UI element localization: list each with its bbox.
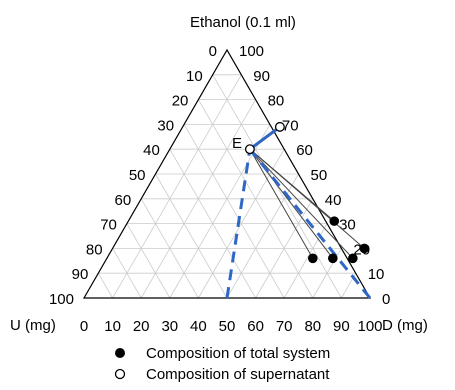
tick-left-0: 0 (209, 43, 217, 60)
data-lines (225, 125, 372, 299)
grid-line-u-50 (155, 173, 228, 299)
top-axis-title: Ethanol (0.1 ml) (190, 14, 296, 31)
tick-bottom-90: 90 (333, 318, 350, 335)
binodal-curve-dashed (225, 148, 252, 299)
total-system-point-2 (328, 253, 338, 264)
tick-left-70: 70 (100, 217, 117, 234)
grid-line-u-70 (126, 223, 171, 299)
legend-marker-supernatant (114, 368, 126, 380)
grid-lines (97, 74, 357, 299)
tick-left-10: 10 (186, 68, 203, 85)
tick-bottom-40: 40 (190, 318, 207, 335)
binodal-curve-solid (248, 125, 281, 151)
tick-right-0: 0 (382, 291, 390, 308)
tick-right-80: 80 (268, 93, 285, 110)
grid-line-u-80 (112, 248, 142, 299)
tick-right-100: 100 (239, 43, 264, 60)
tick-right-60: 60 (296, 142, 313, 159)
tick-bottom-80: 80 (304, 318, 321, 335)
tick-right-10: 10 (368, 266, 385, 283)
tick-bottom-10: 10 (104, 318, 121, 335)
tie-line-1 (249, 148, 314, 259)
grid-line-u-30 (183, 124, 285, 299)
tick-left-90: 90 (72, 266, 89, 283)
tick-bottom-50: 50 (219, 318, 236, 335)
tick-labels: 0102030405060708090100100908070605040302… (49, 43, 390, 335)
supernatant-point-1 (274, 121, 285, 132)
tick-left-60: 60 (115, 192, 132, 209)
tick-bottom-30: 30 (161, 318, 178, 335)
tick-right-30: 30 (339, 217, 356, 234)
grid-line-u-60 (140, 198, 199, 299)
total-system-point-1 (308, 253, 318, 264)
tick-left-30: 30 (157, 117, 174, 134)
supernatant-point-2 (244, 144, 255, 155)
grid-line-u-90 (97, 273, 113, 299)
data-points (244, 121, 370, 264)
tick-bottom-20: 20 (133, 318, 150, 335)
tick-left-100: 100 (49, 291, 74, 308)
grid-line-d-10 (112, 74, 242, 299)
tie-line-5 (249, 148, 335, 222)
tick-bottom-70: 70 (276, 318, 293, 335)
legend: Composition of total system Composition … (114, 345, 330, 383)
tick-bottom-60: 60 (247, 318, 264, 335)
right-axis-title: D (mg) (382, 317, 428, 334)
tick-right-90: 90 (253, 68, 270, 85)
tick-right-50: 50 (311, 167, 328, 184)
tick-left-50: 50 (129, 167, 146, 184)
grid-line-u-10 (212, 74, 342, 299)
legend-label-total-system: Composition of total system (146, 345, 330, 362)
total-system-point-5 (329, 216, 340, 226)
tick-left-80: 80 (86, 241, 103, 258)
tick-right-70: 70 (282, 117, 299, 134)
total-system-point-4 (359, 243, 370, 254)
legend-marker-total-system (115, 348, 125, 358)
tick-left-20: 20 (172, 93, 189, 110)
tick-right-40: 40 (325, 192, 342, 209)
tie-line-3 (249, 148, 354, 259)
tick-left-40: 40 (143, 142, 160, 159)
legend-label-supernatant: Composition of supernatant (146, 366, 330, 383)
tick-bottom-0: 0 (80, 318, 88, 335)
tick-bottom-100: 100 (357, 318, 382, 335)
grid-line-d-60 (255, 198, 314, 299)
boundary-line-dashed (248, 148, 372, 299)
grid-line-d-30 (169, 124, 271, 299)
point-e-label: E (232, 135, 242, 152)
left-axis-title: U (mg) (10, 317, 56, 334)
total-system-point-3 (348, 253, 358, 264)
